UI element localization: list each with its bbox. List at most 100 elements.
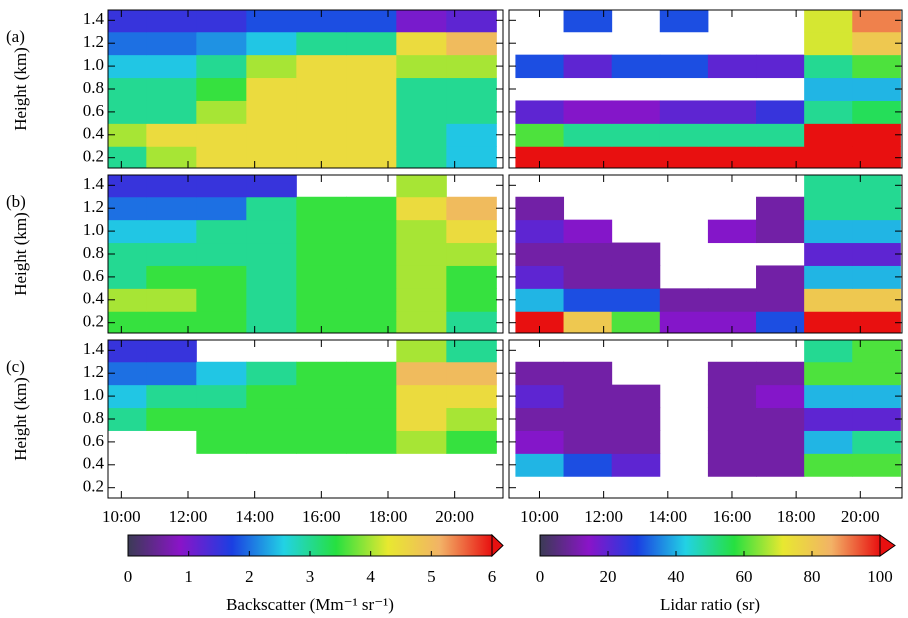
heatmap-cell <box>852 453 901 477</box>
heatmap-cell <box>563 123 613 147</box>
colorbar-tick-label: 80 <box>804 567 821 586</box>
heatmap-cell <box>756 361 805 386</box>
heatmap-cell <box>804 361 853 386</box>
heatmap-cell <box>246 288 297 312</box>
heatmap <box>108 175 497 333</box>
heatmap-cell <box>146 311 197 333</box>
heatmap-cell <box>756 146 805 168</box>
heatmap-cell <box>852 361 901 386</box>
heatmap-cell <box>246 54 297 79</box>
heatmap-cell <box>804 340 853 363</box>
heatmap-cell <box>108 196 147 221</box>
y-tick-label: 0.8 <box>83 243 104 262</box>
heatmap-cell <box>563 100 613 124</box>
heatmap-cell <box>346 265 397 289</box>
heatmap-cell <box>396 340 447 363</box>
heatmap-cell <box>804 430 853 454</box>
y-tick-label: 1.4 <box>83 9 105 28</box>
colorbar-tick-label: 0 <box>124 567 133 586</box>
y-tick-label: 0.6 <box>83 101 104 120</box>
heatmap-cell <box>659 311 709 333</box>
heatmap-cell <box>246 219 297 244</box>
heatmap-cell <box>196 77 247 101</box>
y-tick-label: 0.4 <box>83 289 105 308</box>
heatmap-cell <box>852 54 901 79</box>
heatmap-cell <box>396 146 447 168</box>
heatmap-cell <box>707 146 757 168</box>
heatmap-cell <box>563 219 613 244</box>
heatmap-cell <box>446 265 497 289</box>
heatmap-cell <box>196 265 247 289</box>
colorbar-tick-label: 4 <box>366 567 375 586</box>
heatmap-cell <box>611 100 661 124</box>
heatmap-cell <box>515 242 565 266</box>
heatmap-cell <box>196 311 247 333</box>
heatmap-cell <box>346 146 397 168</box>
heatmap-cell <box>346 407 397 431</box>
heatmap-cell <box>563 265 613 289</box>
heatmap-cell <box>804 311 853 333</box>
y-axis-label: Height (km) <box>11 47 30 131</box>
heatmap-cell <box>246 265 297 289</box>
panel-label: (b) <box>6 192 26 211</box>
heatmap-cell <box>446 31 497 56</box>
panel-label: (a) <box>6 27 25 46</box>
heatmap-cell <box>146 361 197 386</box>
heatmap-cell <box>756 430 805 454</box>
heatmap-cell <box>563 361 613 386</box>
heatmap-cell <box>804 175 853 198</box>
heatmap-cell <box>804 453 853 477</box>
heatmap-cell <box>346 123 397 147</box>
x-tick-label: 12:00 <box>169 507 208 526</box>
heatmap <box>108 340 497 454</box>
heatmap-cell <box>146 196 197 221</box>
heatmap-cell <box>396 77 447 101</box>
heatmap-cell <box>108 361 147 386</box>
y-tick-label: 0.8 <box>83 78 104 97</box>
heatmap-cell <box>515 453 565 477</box>
heatmap-cell <box>446 146 497 168</box>
heatmap-cell <box>804 10 853 33</box>
heatmap-cell <box>146 175 197 198</box>
heatmap-cell <box>707 407 757 431</box>
heatmap-cell <box>396 361 447 386</box>
y-tick-label: 0.6 <box>83 431 104 450</box>
heatmap-cell <box>446 288 497 312</box>
heatmap-cell <box>611 311 661 333</box>
heatmap-cell <box>108 288 147 312</box>
y-tick-label: 0.4 <box>83 454 105 473</box>
heatmap-cell <box>756 265 805 289</box>
heatmap-cell <box>446 123 497 147</box>
heatmap-cell <box>146 384 197 409</box>
heatmap-cell <box>446 242 497 266</box>
heatmap-cell <box>346 288 397 312</box>
colorbar <box>539 534 881 557</box>
heatmap-cell <box>804 384 853 409</box>
heatmap <box>515 175 901 333</box>
heatmap-cell <box>146 31 197 56</box>
heatmap-cell <box>108 123 147 147</box>
y-tick-label: 0.2 <box>83 147 104 166</box>
heatmap-cell <box>346 430 397 454</box>
heatmap-cell <box>196 123 247 147</box>
x-tick-label: 14:00 <box>235 507 274 526</box>
heatmap-cell <box>707 453 757 477</box>
heatmap-cell <box>804 242 853 266</box>
heatmap-cell <box>246 361 297 386</box>
heatmap-cell <box>446 219 497 244</box>
heatmap-cell <box>611 242 661 266</box>
heatmap-cell <box>146 288 197 312</box>
heatmap-cell <box>146 219 197 244</box>
heatmap-cell <box>296 430 347 454</box>
heatmap-cell <box>515 219 565 244</box>
heatmap-cell <box>396 10 447 33</box>
x-tick-label: 20:00 <box>435 507 474 526</box>
heatmap-cell <box>852 31 901 56</box>
heatmap-cell <box>756 453 805 477</box>
heatmap-cell <box>296 54 347 79</box>
heatmap-cell <box>804 31 853 56</box>
colorbar-tick-label: 0 <box>536 567 545 586</box>
heatmap-cell <box>108 407 147 431</box>
colorbar-label: Backscatter (Mm⁻¹ sr⁻¹) <box>226 595 394 614</box>
